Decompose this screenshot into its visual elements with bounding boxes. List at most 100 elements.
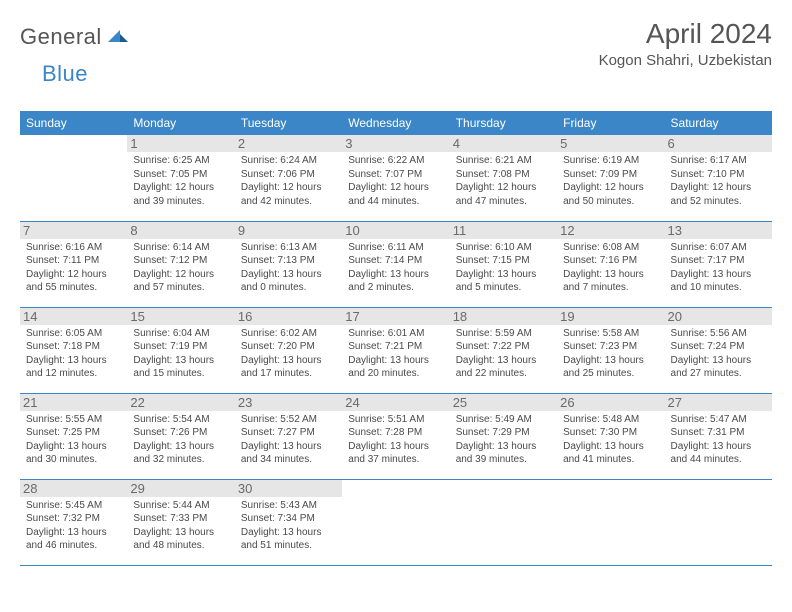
day-cell — [450, 479, 557, 565]
brand-logo: General — [20, 18, 131, 50]
day-cell: 8 Sunrise: 6:14 AMSunset: 7:12 PMDaylight… — [127, 221, 234, 307]
calendar-table: SundayMondayTuesdayWednesdayThursdayFrid… — [20, 111, 772, 566]
day-number: 11 — [450, 222, 557, 239]
day-number: 29 — [127, 480, 234, 497]
day-cell: 22Sunrise: 5:54 AMSunset: 7:26 PMDayligh… — [127, 393, 234, 479]
day-cell: 18 Sunrise: 5:59 AMSunset: 7:22 PMDayligh… — [450, 307, 557, 393]
day-details: Sunrise: 6:02 AMSunset: 7:20 PMDaylight:… — [241, 327, 336, 381]
dow-sunday: Sunday — [20, 111, 127, 135]
day-cell: 4 Sunrise: 6:21 AMSunset: 7:08 PMDaylight… — [450, 135, 557, 221]
day-details: Sunrise: 6:16 AMSunset: 7:11 PMDaylight:… — [26, 241, 121, 295]
day-number: 25 — [450, 394, 557, 411]
day-cell: 23 Sunrise: 5:52 AMSunset: 7:27 PMDayligh… — [235, 393, 342, 479]
day-number: 2 — [235, 135, 342, 152]
day-details: Sunrise: 6:08 AMSunset: 7:16 PMDaylight:… — [563, 241, 658, 295]
day-details: Sunrise: 5:54 AMSunset: 7:26 PMDaylight:… — [133, 413, 228, 467]
day-details: Sunrise: 6:11 AMSunset: 7:14 PMDaylight:… — [348, 241, 443, 295]
day-cell: 13 Sunrise: 6:07 AMSunset: 7:17 PMDayligh… — [665, 221, 772, 307]
day-number: 28 — [20, 480, 127, 497]
day-number: 14 — [20, 308, 127, 325]
day-cell — [665, 479, 772, 565]
day-details: Sunrise: 6:05 AMSunset: 7:18 PMDaylight:… — [26, 327, 121, 381]
day-number: 10 — [342, 222, 449, 239]
day-details: Sunrise: 5:44 AMSunset: 7:33 PMDaylight:… — [133, 499, 228, 553]
day-cell: 7Sunrise: 6:16 AMSunset: 7:11 PMDaylight… — [20, 221, 127, 307]
dow-friday: Friday — [557, 111, 664, 135]
day-details: Sunrise: 6:17 AMSunset: 7:10 PMDaylight:… — [671, 154, 766, 208]
dow-monday: Monday — [127, 111, 234, 135]
day-cell: 9 Sunrise: 6:13 AMSunset: 7:13 PMDaylight… — [235, 221, 342, 307]
day-details: Sunrise: 6:04 AMSunset: 7:19 PMDaylight:… — [133, 327, 228, 381]
day-details: Sunrise: 5:48 AMSunset: 7:30 PMDaylight:… — [563, 413, 658, 467]
day-details: Sunrise: 6:14 AMSunset: 7:12 PMDaylight:… — [133, 241, 228, 295]
day-details: Sunrise: 5:58 AMSunset: 7:23 PMDaylight:… — [563, 327, 658, 381]
day-details: Sunrise: 6:01 AMSunset: 7:21 PMDaylight:… — [348, 327, 443, 381]
day-cell: 20 Sunrise: 5:56 AMSunset: 7:24 PMDayligh… — [665, 307, 772, 393]
day-details: Sunrise: 5:43 AMSunset: 7:34 PMDaylight:… — [241, 499, 336, 553]
day-cell: 26Sunrise: 5:48 AMSunset: 7:30 PMDayligh… — [557, 393, 664, 479]
day-details: Sunrise: 6:10 AMSunset: 7:15 PMDaylight:… — [456, 241, 551, 295]
day-number: 12 — [557, 222, 664, 239]
day-cell: 27Sunrise: 5:47 AMSunset: 7:31 PMDayligh… — [665, 393, 772, 479]
day-details: Sunrise: 5:51 AMSunset: 7:28 PMDaylight:… — [348, 413, 443, 467]
day-number: 3 — [342, 135, 449, 152]
day-number: 17 — [342, 308, 449, 325]
day-details: Sunrise: 5:52 AMSunset: 7:27 PMDaylight:… — [241, 413, 336, 467]
day-cell: 11 Sunrise: 6:10 AMSunset: 7:15 PMDayligh… — [450, 221, 557, 307]
day-number: 23 — [235, 394, 342, 411]
day-cell: 28Sunrise: 5:45 AMSunset: 7:32 PMDayligh… — [20, 479, 127, 565]
day-details: Sunrise: 5:59 AMSunset: 7:22 PMDaylight:… — [456, 327, 551, 381]
day-cell: 6 Sunrise: 6:17 AMSunset: 7:10 PMDaylight… — [665, 135, 772, 221]
brand-mark-icon — [107, 26, 129, 49]
day-details: Sunrise: 6:13 AMSunset: 7:13 PMDaylight:… — [241, 241, 336, 295]
dow-wednesday: Wednesday — [342, 111, 449, 135]
day-number: 8 — [127, 222, 234, 239]
day-cell: 12 Sunrise: 6:08 AMSunset: 7:16 PMDayligh… — [557, 221, 664, 307]
day-number: 15 — [127, 308, 234, 325]
day-number: 6 — [665, 135, 772, 152]
day-details: Sunrise: 5:56 AMSunset: 7:24 PMDaylight:… — [671, 327, 766, 381]
day-details: Sunrise: 6:21 AMSunset: 7:08 PMDaylight:… — [456, 154, 551, 208]
day-cell: 10 Sunrise: 6:11 AMSunset: 7:14 PMDayligh… — [342, 221, 449, 307]
dow-saturday: Saturday — [665, 111, 772, 135]
day-cell: 5Sunrise: 6:19 AMSunset: 7:09 PMDaylight… — [557, 135, 664, 221]
day-cell: 15 Sunrise: 6:04 AMSunset: 7:19 PMDayligh… — [127, 307, 234, 393]
day-number: 13 — [665, 222, 772, 239]
brand-part1: General — [20, 24, 102, 50]
day-number: 4 — [450, 135, 557, 152]
calendar-body: 1 Sunrise: 6:25 AMSunset: 7:05 PMDaylight… — [20, 135, 772, 565]
day-number: 24 — [342, 394, 449, 411]
day-number: 30 — [235, 480, 342, 497]
day-number: 9 — [235, 222, 342, 239]
week-row: 7Sunrise: 6:16 AMSunset: 7:11 PMDaylight… — [20, 221, 772, 307]
day-number: 1 — [127, 135, 234, 152]
day-details: Sunrise: 6:07 AMSunset: 7:17 PMDaylight:… — [671, 241, 766, 295]
day-cell: 30 Sunrise: 5:43 AMSunset: 7:34 PMDayligh… — [235, 479, 342, 565]
day-details: Sunrise: 6:25 AMSunset: 7:05 PMDaylight:… — [133, 154, 228, 208]
day-number: 16 — [235, 308, 342, 325]
day-details: Sunrise: 5:55 AMSunset: 7:25 PMDaylight:… — [26, 413, 121, 467]
brand-part2: Blue — [42, 61, 792, 87]
day-cell — [557, 479, 664, 565]
day-cell: 24 Sunrise: 5:51 AMSunset: 7:28 PMDayligh… — [342, 393, 449, 479]
day-number: 5 — [557, 135, 664, 152]
day-cell: 21Sunrise: 5:55 AMSunset: 7:25 PMDayligh… — [20, 393, 127, 479]
day-details: Sunrise: 5:49 AMSunset: 7:29 PMDaylight:… — [456, 413, 551, 467]
day-number: 18 — [450, 308, 557, 325]
day-cell: 25 Sunrise: 5:49 AMSunset: 7:29 PMDayligh… — [450, 393, 557, 479]
day-cell: 17 Sunrise: 6:01 AMSunset: 7:21 PMDayligh… — [342, 307, 449, 393]
week-row: 1 Sunrise: 6:25 AMSunset: 7:05 PMDaylight… — [20, 135, 772, 221]
dow-thursday: Thursday — [450, 111, 557, 135]
dow-tuesday: Tuesday — [235, 111, 342, 135]
day-cell — [342, 479, 449, 565]
day-details: Sunrise: 6:24 AMSunset: 7:06 PMDaylight:… — [241, 154, 336, 208]
day-number: 27 — [665, 394, 772, 411]
day-number: 19 — [557, 308, 664, 325]
day-details: Sunrise: 6:22 AMSunset: 7:07 PMDaylight:… — [348, 154, 443, 208]
day-cell: 3 Sunrise: 6:22 AMSunset: 7:07 PMDaylight… — [342, 135, 449, 221]
day-number: 20 — [665, 308, 772, 325]
page-title: April 2024 — [599, 18, 772, 50]
day-cell: 16 Sunrise: 6:02 AMSunset: 7:20 PMDayligh… — [235, 307, 342, 393]
day-of-week-row: SundayMondayTuesdayWednesdayThursdayFrid… — [20, 111, 772, 135]
day-cell: 29 Sunrise: 5:44 AMSunset: 7:33 PMDayligh… — [127, 479, 234, 565]
